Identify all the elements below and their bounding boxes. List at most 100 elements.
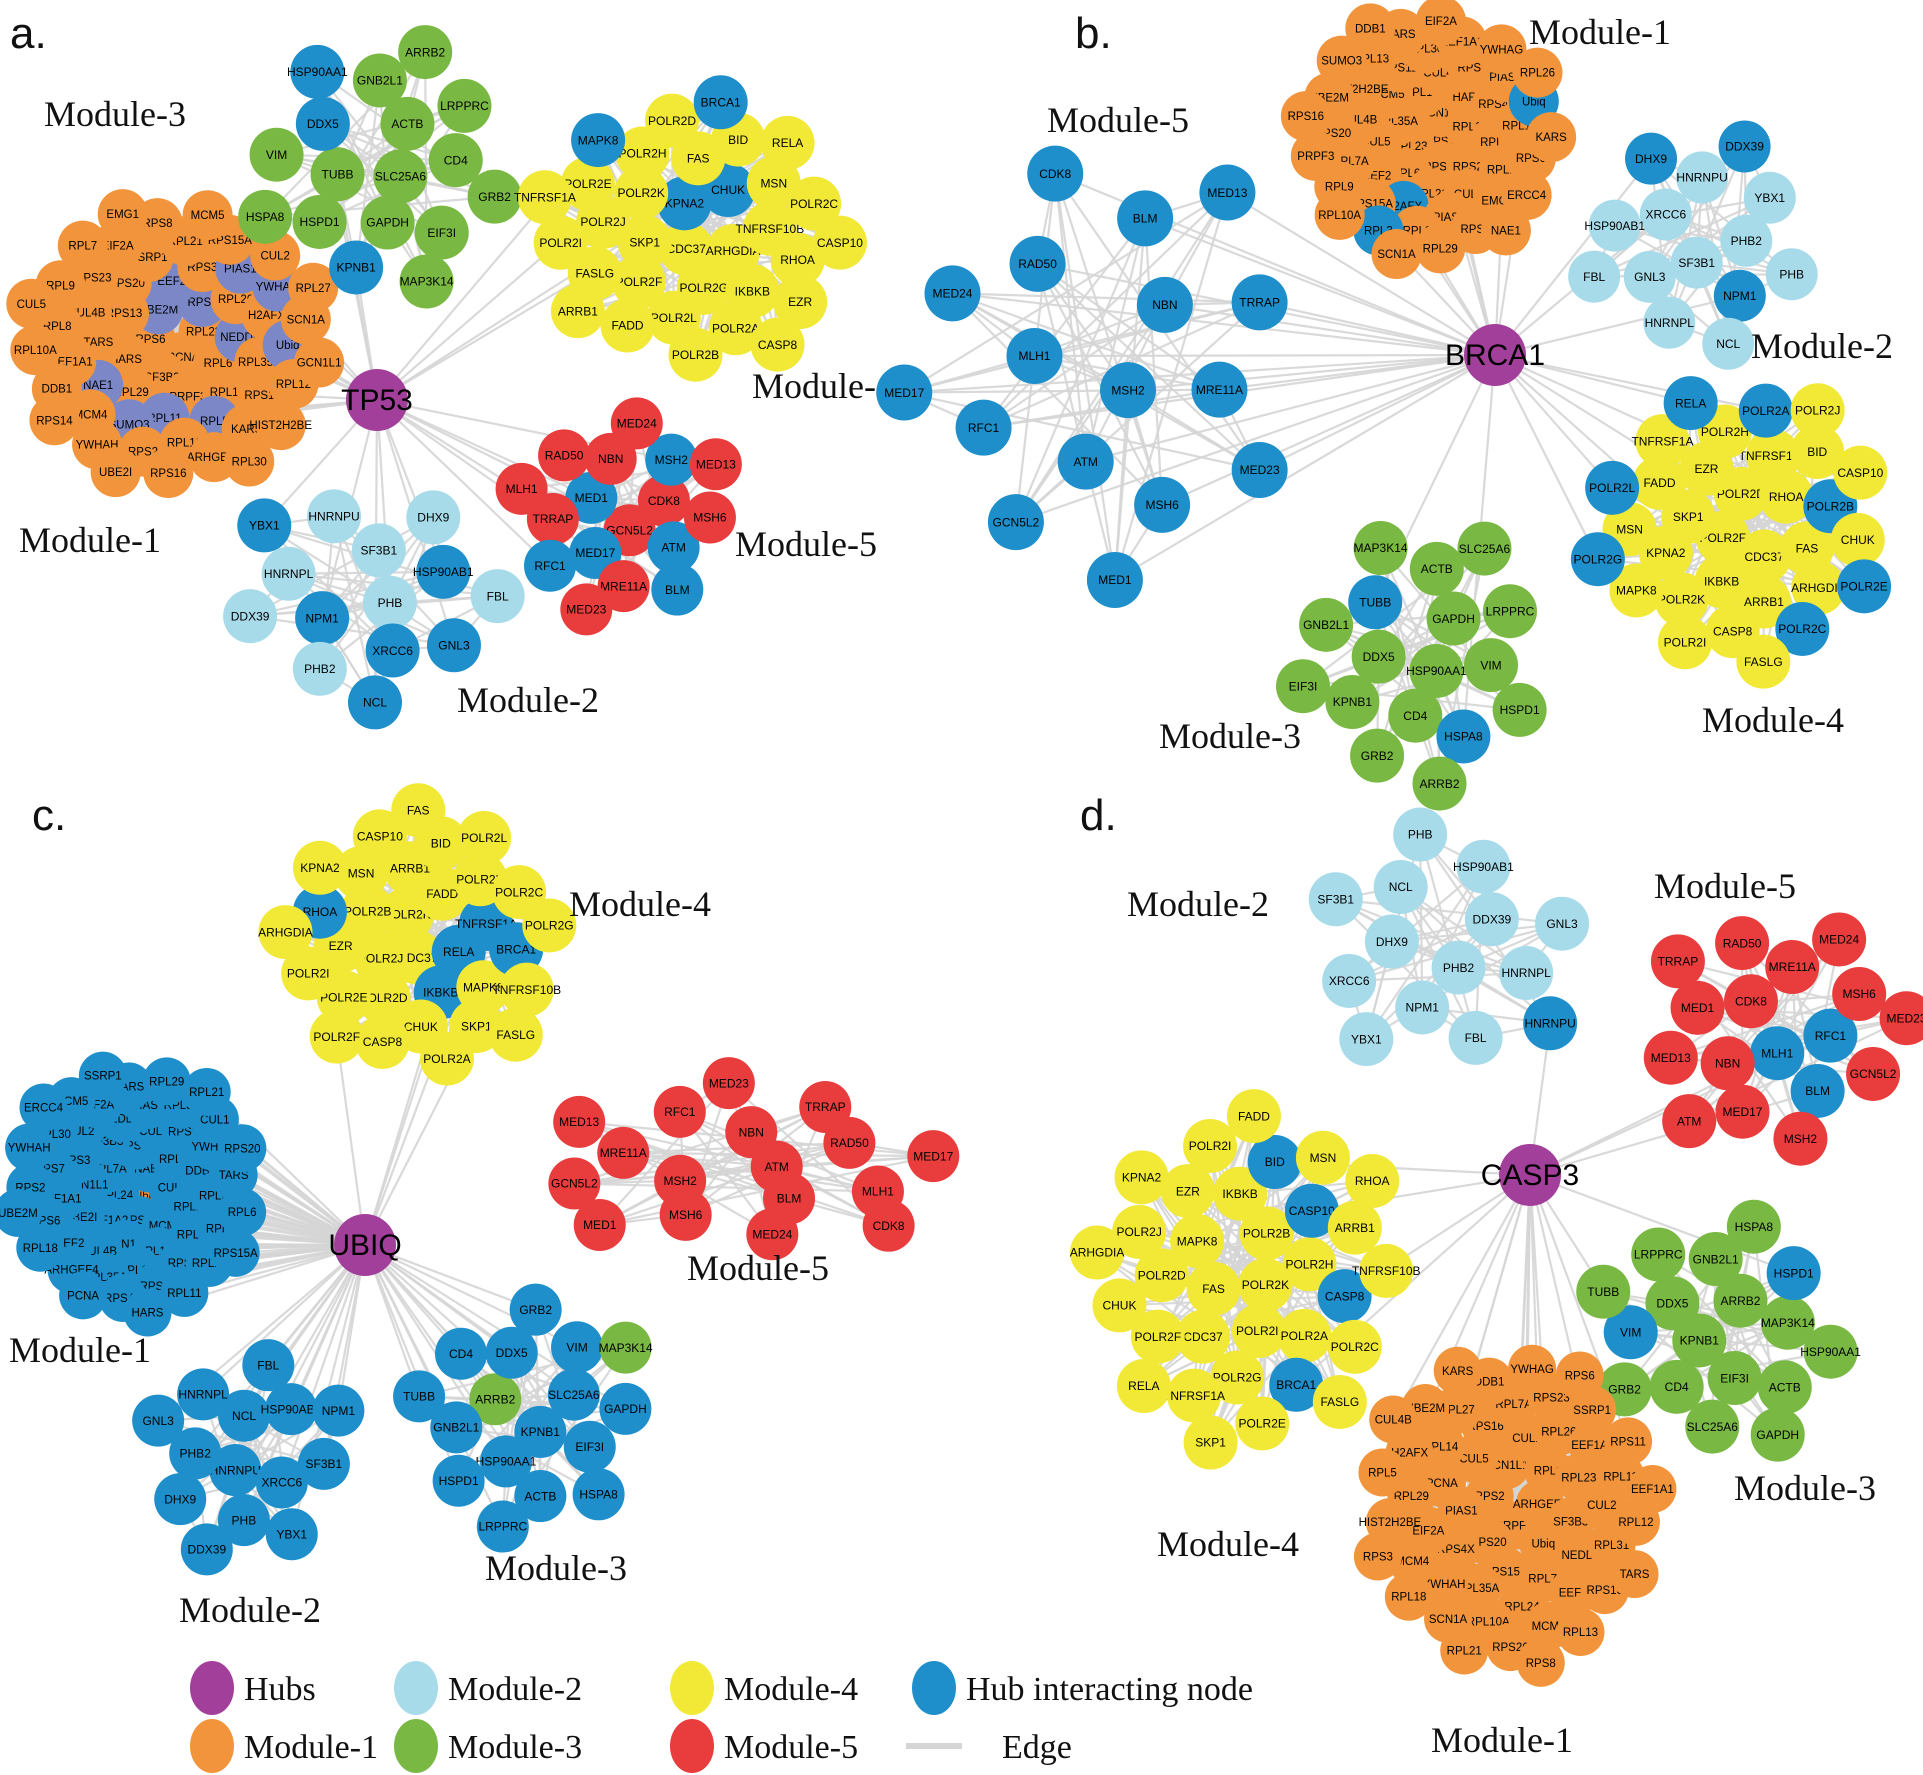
node-circle[interactable] [1588, 199, 1641, 252]
node-mlh1[interactable]: MLH1 [1750, 1026, 1805, 1081]
node-circle[interactable] [550, 284, 605, 339]
node-circle[interactable] [1426, 591, 1481, 646]
node-circle[interactable] [653, 1085, 706, 1138]
node-vim[interactable]: VIM [249, 127, 304, 182]
node-rpl26[interactable]: RPL26 [1512, 47, 1563, 98]
node-med17[interactable]: MED17 [1715, 1084, 1770, 1139]
node-circle[interactable] [1409, 541, 1464, 596]
node-circle[interactable] [347, 675, 402, 730]
node-circle[interactable] [1167, 1368, 1222, 1423]
node-circle[interactable] [78, 1051, 127, 1100]
node-circle[interactable] [1327, 1319, 1382, 1374]
node-circle[interactable] [470, 569, 525, 624]
hub-circle[interactable] [334, 1214, 396, 1276]
node-dhx9[interactable]: DHX9 [406, 490, 461, 545]
node-phb[interactable]: PHB [1765, 248, 1818, 301]
node-phb2[interactable]: PHB2 [292, 641, 347, 696]
node-ddx39[interactable]: DDX39 [180, 1523, 233, 1576]
node-circle[interactable] [1650, 934, 1705, 989]
node-circle[interactable] [1464, 638, 1519, 693]
node-med23[interactable]: MED23 [702, 1057, 755, 1110]
node-circle[interactable] [599, 1321, 652, 1374]
node-dhx9[interactable]: DHX9 [154, 1473, 207, 1526]
node-circle[interactable] [1134, 1248, 1189, 1303]
node-polr2j[interactable]: POLR2J [1790, 383, 1845, 438]
node-polr2c[interactable]: POLR2C [1327, 1319, 1382, 1374]
node-circle[interactable] [1663, 376, 1718, 431]
node-msh2[interactable]: MSH2 [1773, 1111, 1828, 1166]
node-circle[interactable] [177, 1368, 230, 1421]
node-lrpprc[interactable]: LRPPRC [437, 78, 492, 133]
node-casp10[interactable]: CASP10 [812, 215, 867, 270]
node-circle[interactable] [1832, 967, 1887, 1022]
node-circle[interactable] [1643, 1030, 1698, 1085]
node-circle[interactable] [1654, 572, 1709, 627]
node-ddx39[interactable]: DDX39 [1718, 120, 1771, 173]
node-actb[interactable]: ACTB [1409, 541, 1464, 596]
node-circle[interactable] [683, 491, 736, 544]
node-rps14[interactable]: RPS14 [29, 395, 80, 446]
node-cd4[interactable]: CD4 [435, 1327, 488, 1380]
node-ybx1[interactable]: YBX1 [1339, 1012, 1394, 1067]
node-ddb1[interactable]: DDB1 [1345, 3, 1396, 54]
node-arrb2[interactable]: ARRB2 [1412, 756, 1467, 811]
node-circle[interactable] [1694, 554, 1749, 609]
node-circle[interactable] [365, 623, 420, 678]
node-circle[interactable] [1199, 164, 1256, 221]
node-fbl[interactable]: FBL [1448, 1010, 1503, 1065]
node-mre11a[interactable]: MRE11A [597, 1126, 650, 1179]
node-circle[interactable] [435, 1327, 488, 1380]
node-circle[interactable] [1247, 1135, 1302, 1190]
node-circle[interactable] [573, 1198, 626, 1251]
node-circle[interactable] [398, 25, 453, 80]
node-circle[interactable] [295, 591, 350, 646]
node-circle[interactable] [469, 1373, 522, 1426]
node-circle[interactable] [560, 156, 615, 211]
node-fbl[interactable]: FBL [1568, 250, 1621, 303]
node-circle[interactable] [553, 1095, 606, 1148]
node-xrcc6[interactable]: XRCC6 [1639, 188, 1692, 241]
node-circle[interactable] [1210, 1350, 1265, 1405]
node-circle[interactable] [1348, 575, 1403, 630]
node-circle[interactable] [249, 127, 304, 182]
node-vim[interactable]: VIM [551, 1321, 604, 1374]
node-casp8[interactable]: CASP8 [750, 317, 805, 372]
node-slc25a6[interactable]: SLC25A6 [1685, 1399, 1740, 1454]
node-circle[interactable] [862, 1199, 915, 1252]
node-atm[interactable]: ATM [1057, 433, 1114, 490]
node-circle[interactable] [1657, 615, 1712, 670]
node-circle[interactable] [571, 113, 626, 168]
node-hspa8[interactable]: HSPA8 [1436, 709, 1491, 764]
node-circle[interactable] [746, 1208, 799, 1261]
node-gapdh[interactable]: GAPDH [360, 195, 415, 250]
node-circle[interactable] [1846, 1046, 1901, 1101]
node-circle[interactable] [1803, 1008, 1858, 1063]
node-med17[interactable]: MED17 [907, 1130, 960, 1183]
node-nae1[interactable]: NAE1 [1480, 205, 1531, 256]
node-circle[interactable] [143, 447, 194, 498]
node-rpl5[interactable]: RPL5 [1358, 1448, 1407, 1497]
node-med1[interactable]: MED1 [573, 1198, 626, 1251]
node-circle[interactable] [1322, 953, 1377, 1008]
node-circle[interactable] [1282, 1237, 1337, 1292]
node-circle[interactable] [217, 1494, 270, 1547]
node-circle[interactable] [1235, 1396, 1290, 1451]
node-med17[interactable]: MED17 [876, 364, 933, 421]
node-arrb2[interactable]: ARRB2 [398, 25, 453, 80]
node-circle[interactable] [547, 1368, 600, 1421]
node-polr2a[interactable]: POLR2A [1738, 383, 1793, 438]
node-rpl21[interactable]: RPL21 [1440, 1626, 1489, 1675]
node-rpl18[interactable]: RPL18 [1384, 1572, 1433, 1621]
node-fbl[interactable]: FBL [470, 569, 525, 624]
node-circle[interactable] [1791, 560, 1846, 615]
node-eif3i[interactable]: EIF3I [1707, 1351, 1762, 1406]
node-ube2i[interactable]: UBE2I [90, 447, 141, 498]
node-circle[interactable] [142, 1057, 191, 1106]
node-circle[interactable] [224, 436, 275, 487]
node-circle[interactable] [647, 521, 700, 574]
node-circle[interactable] [1604, 1417, 1653, 1466]
node-circle[interactable] [1476, 24, 1527, 75]
node-rps16[interactable]: RPS16 [1280, 91, 1331, 142]
node-gnl3[interactable]: GNL3 [426, 618, 481, 673]
hub-circle[interactable] [346, 369, 408, 431]
